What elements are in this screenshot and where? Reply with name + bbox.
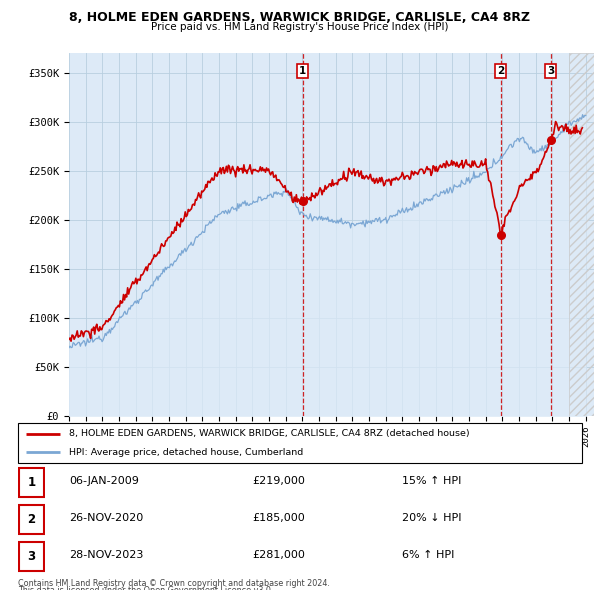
Text: 2: 2 — [28, 513, 35, 526]
Text: 1: 1 — [28, 476, 35, 489]
Text: Price paid vs. HM Land Registry's House Price Index (HPI): Price paid vs. HM Land Registry's House … — [151, 22, 449, 32]
Text: 2: 2 — [497, 65, 505, 76]
Text: 3: 3 — [547, 65, 554, 76]
Text: HPI: Average price, detached house, Cumberland: HPI: Average price, detached house, Cumb… — [69, 448, 303, 457]
Text: 20% ↓ HPI: 20% ↓ HPI — [402, 513, 461, 523]
Text: £281,000: £281,000 — [252, 550, 305, 560]
Text: £219,000: £219,000 — [252, 476, 305, 486]
Text: 8, HOLME EDEN GARDENS, WARWICK BRIDGE, CARLISLE, CA4 8RZ (detached house): 8, HOLME EDEN GARDENS, WARWICK BRIDGE, C… — [69, 430, 469, 438]
Text: 15% ↑ HPI: 15% ↑ HPI — [402, 476, 461, 486]
Text: Contains HM Land Registry data © Crown copyright and database right 2024.: Contains HM Land Registry data © Crown c… — [18, 579, 330, 588]
Text: £185,000: £185,000 — [252, 513, 305, 523]
Text: 1: 1 — [299, 65, 306, 76]
Text: This data is licensed under the Open Government Licence v3.0.: This data is licensed under the Open Gov… — [18, 586, 274, 590]
Text: 3: 3 — [28, 550, 35, 563]
Text: 6% ↑ HPI: 6% ↑ HPI — [402, 550, 454, 560]
Text: 26-NOV-2020: 26-NOV-2020 — [69, 513, 143, 523]
Text: 06-JAN-2009: 06-JAN-2009 — [69, 476, 139, 486]
Text: 28-NOV-2023: 28-NOV-2023 — [69, 550, 143, 560]
Text: 8, HOLME EDEN GARDENS, WARWICK BRIDGE, CARLISLE, CA4 8RZ: 8, HOLME EDEN GARDENS, WARWICK BRIDGE, C… — [70, 11, 530, 24]
